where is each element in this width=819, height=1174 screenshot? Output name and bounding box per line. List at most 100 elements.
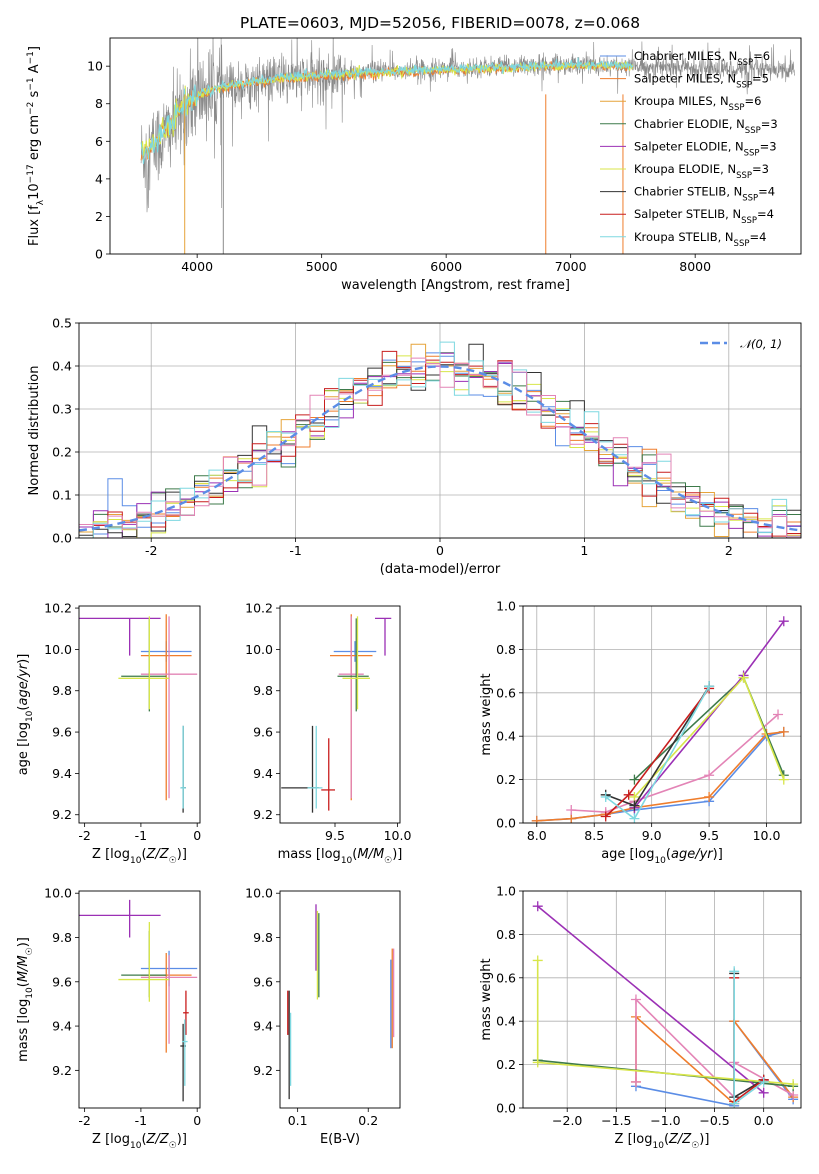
series-marker <box>729 966 740 977</box>
legend-label-sub: SSP <box>745 126 761 136</box>
y-tick-label: 9.2 <box>52 807 72 822</box>
y-tick-label: 9.2 <box>52 1063 72 1078</box>
errorbar-point <box>180 725 186 809</box>
y-tick-label: 0.2 <box>496 772 516 787</box>
legend: 𝒩(0, 1) <box>700 337 782 351</box>
label-part: 10 <box>652 1141 664 1151</box>
y-tick-label: 10.0 <box>44 642 72 657</box>
x-tick-label: -1 <box>289 543 301 558</box>
x-tick-label: −2.0 <box>552 1113 582 1128</box>
legend-label: Kroupa ELODIE, NSSP=3 <box>634 162 769 181</box>
label-part: ( <box>666 847 671 862</box>
legend-label-suffix: =3 <box>760 139 777 153</box>
errorbar-point <box>140 616 198 799</box>
x-tick-label: 9.0 <box>642 828 662 843</box>
label-part: ( <box>16 982 31 987</box>
axes-frame <box>109 37 802 255</box>
y-tick-label: 9.8 <box>253 683 273 698</box>
series-marker <box>630 994 641 1005</box>
label-part: M/M <box>357 847 384 862</box>
x-tick-label: 9.5 <box>699 828 719 843</box>
legend-label-sub: SSP <box>734 239 750 249</box>
axes-frame <box>78 890 201 1109</box>
label-part: ] <box>27 46 42 51</box>
series-marker <box>531 815 542 823</box>
series-marker <box>532 1057 543 1068</box>
label-part: age [log <box>16 722 31 775</box>
series <box>600 681 715 823</box>
y-tick-label: 6 <box>95 134 103 149</box>
series-marker <box>629 774 640 785</box>
errorbar-point <box>118 616 170 710</box>
x-axis-label: wavelength [Angstrom, rest frame] <box>341 278 570 293</box>
x-tick-label: 10.0 <box>753 828 781 843</box>
series-marker <box>532 901 543 912</box>
series-marker <box>788 1079 799 1090</box>
label-part: mass [log <box>278 847 341 862</box>
errorbar-point <box>321 738 335 811</box>
label-part: Z/Z <box>146 847 170 862</box>
x-tick-label: -2 <box>78 1113 90 1128</box>
model-spectrum <box>140 61 634 161</box>
series-marker <box>729 1098 740 1108</box>
axes-frame <box>78 322 802 539</box>
label-part: 10 <box>25 987 35 999</box>
x-tick-label: 10.0 <box>384 828 412 843</box>
errorbar-point <box>342 616 370 710</box>
label-part: ☉ <box>169 856 177 866</box>
y-tick-label: 10.2 <box>44 601 72 616</box>
x-tick-label: −1.0 <box>650 1113 680 1128</box>
axis-label: Flux [fλ10−17 erg cm−2 s−1 A−1] <box>26 46 46 246</box>
label-part: ☉ <box>384 856 392 866</box>
label-part: ( <box>141 847 146 862</box>
label-part: age/yr <box>671 847 714 862</box>
series-marker <box>623 789 634 800</box>
x-tick-label: −0.5 <box>699 1113 729 1128</box>
series-marker <box>566 804 577 815</box>
series-line <box>537 905 765 1094</box>
legend-label-suffix: =4 <box>758 185 775 199</box>
series <box>532 901 769 1098</box>
plot-area <box>287 904 395 1100</box>
legend-label-suffix: =3 <box>752 162 769 176</box>
series <box>629 672 789 802</box>
series <box>566 709 784 818</box>
axis-label: Z [log10(Z/Z☉)] <box>92 1132 187 1151</box>
legend-label-sub: SSP <box>742 194 758 204</box>
label-part: −2 <box>26 102 36 115</box>
model-spectrum <box>140 57 634 164</box>
legend-label-text: Chabrier ELODIE, N <box>634 117 745 131</box>
plot-area <box>531 616 789 823</box>
series-marker <box>788 1089 799 1100</box>
axes-frame <box>78 605 201 824</box>
y-tick-label: 9.4 <box>253 1019 273 1034</box>
legend-label-sub: SSP <box>744 148 760 158</box>
figure-title: PLATE=0603, MJD=52056, FIBERID=0078, z=0… <box>240 14 640 32</box>
label-part: )] <box>713 847 723 862</box>
series-line <box>605 688 710 818</box>
label-part: ☉ <box>691 1141 699 1151</box>
errorbar-point <box>183 990 189 1035</box>
chart-weight_vs_Z: −2.0 −1.5 −1.0 −0.5 0.0 0.0 0.2 0.4 0.6 0.8 1.0 Z [… <box>479 884 802 1151</box>
errorbar-point <box>79 617 161 656</box>
errorbar-point <box>307 725 323 809</box>
series-marker <box>778 616 789 627</box>
x-tick-label: 1 <box>580 543 588 558</box>
legend-label-text: Chabrier STELIB, N <box>634 185 742 199</box>
y-tick-label: 10 <box>87 59 103 74</box>
legend-label: 𝒩(0, 1) <box>740 337 782 351</box>
errorbar-point <box>181 1019 188 1086</box>
axes-frame <box>279 890 401 1109</box>
series-marker <box>758 1076 769 1087</box>
series <box>600 683 715 822</box>
y-tick-label: 0.4 <box>496 1014 516 1029</box>
x-tick-label: -2 <box>78 828 90 843</box>
legend-label: Salpeter STELIB, NSSP=4 <box>634 207 774 226</box>
errorbar-point <box>281 725 319 813</box>
legend-label: Chabrier MILES, NSSP=6 <box>634 49 770 68</box>
y-tick-label: 9.8 <box>52 683 72 698</box>
series-marker <box>778 726 789 737</box>
label-part: 10 <box>25 710 35 722</box>
x-tick-label: 8.5 <box>584 828 604 843</box>
